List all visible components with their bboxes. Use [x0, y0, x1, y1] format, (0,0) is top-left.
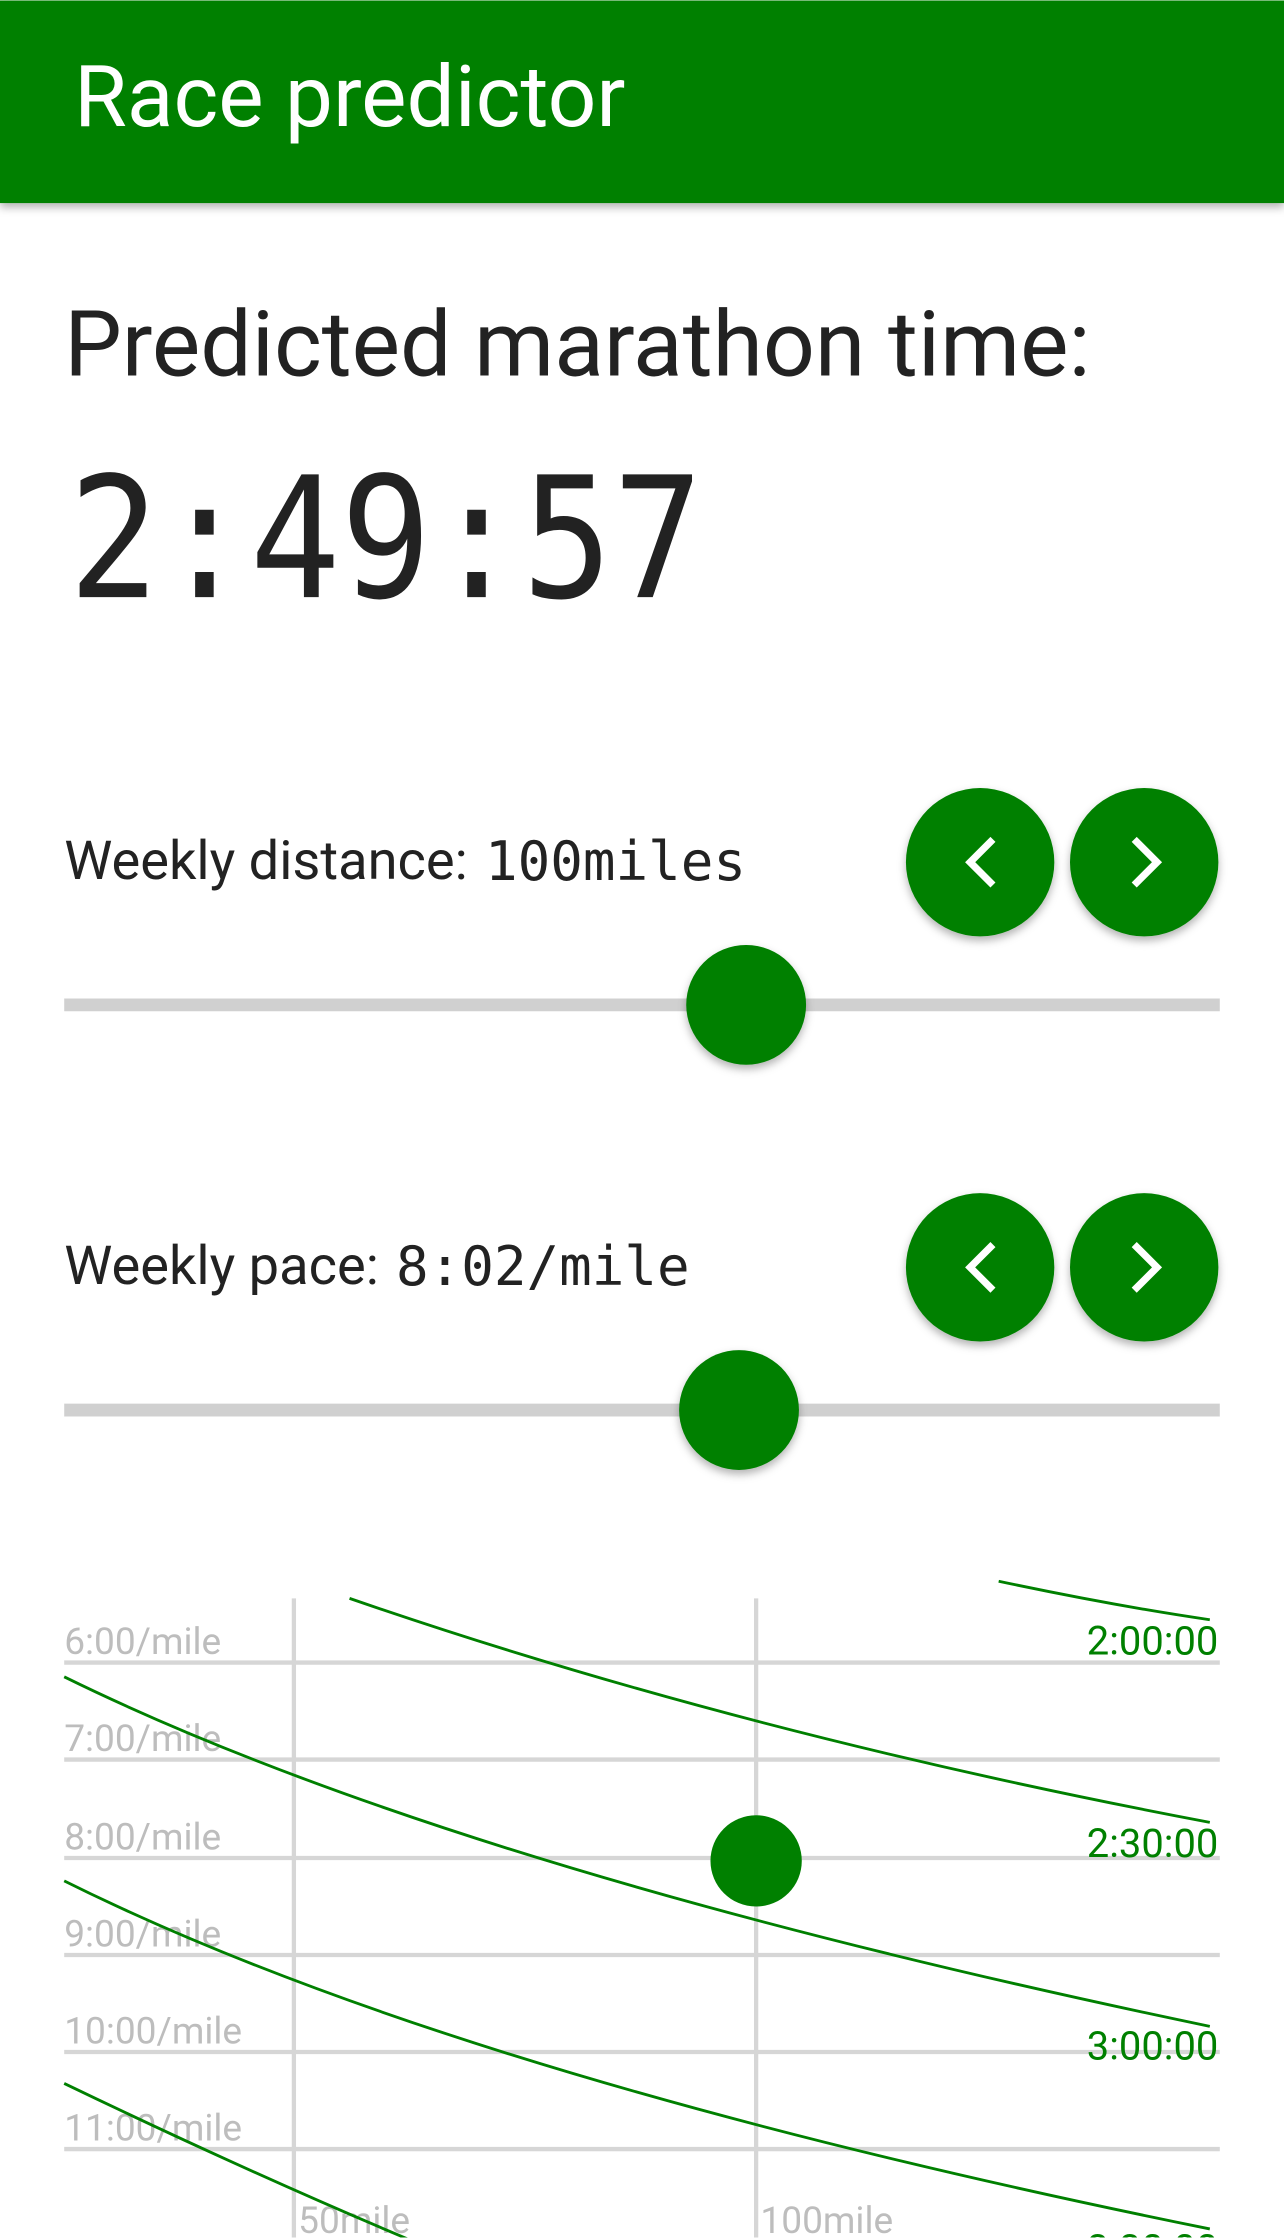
distance-decrease[interactable]	[905, 788, 1055, 937]
y-label: 8:00/mile	[64, 1816, 221, 1859]
pace-row: Weekly pace: 8:02/mile	[64, 1235, 689, 1299]
pace-label: Weekly pace:	[64, 1236, 379, 1299]
time-label: 3:30:00	[1087, 2225, 1219, 2238]
pace-decrease[interactable]	[905, 1193, 1055, 1342]
y-label: 7:00/mile	[64, 1718, 221, 1761]
current-point	[710, 1815, 802, 1907]
time-label: 2:30:00	[1087, 1820, 1219, 1867]
grid	[64, 1598, 1220, 2238]
distance-slider[interactable]	[64, 944, 1220, 1065]
y-label: 9:00/mile	[64, 1913, 221, 1956]
y-label: 6:00/mile	[64, 1621, 221, 1664]
pace-increase[interactable]	[1070, 1193, 1219, 1342]
time-curves	[63, 1579, 1211, 2238]
app-bar	[0, 0, 1284, 204]
distance-row: Weekly distance: 100miles	[64, 830, 746, 894]
predicted-time: 2:49:57	[68, 441, 703, 637]
distance-value: 100miles	[485, 830, 746, 893]
chart: 6:00/mile 7:00/mile 8:00/mile 9:00/mile …	[63, 1579, 1220, 2238]
y-label: 10:00/mile	[64, 2010, 242, 2053]
time-label: 3:00:00	[1087, 2023, 1219, 2070]
pace-value: 8:02/mile	[396, 1235, 690, 1298]
y-label: 11:00/mile	[64, 2107, 242, 2150]
time-label: 2:00:00	[1087, 1618, 1219, 1665]
app-title: Race predictor	[74, 47, 625, 147]
distance-increase[interactable]	[1070, 788, 1219, 937]
distance-label: Weekly distance:	[64, 830, 468, 893]
pace-slider[interactable]	[64, 1350, 1220, 1470]
x-label: 100mile	[760, 2200, 893, 2238]
prediction-label: Predicted marathon time:	[64, 292, 1090, 399]
